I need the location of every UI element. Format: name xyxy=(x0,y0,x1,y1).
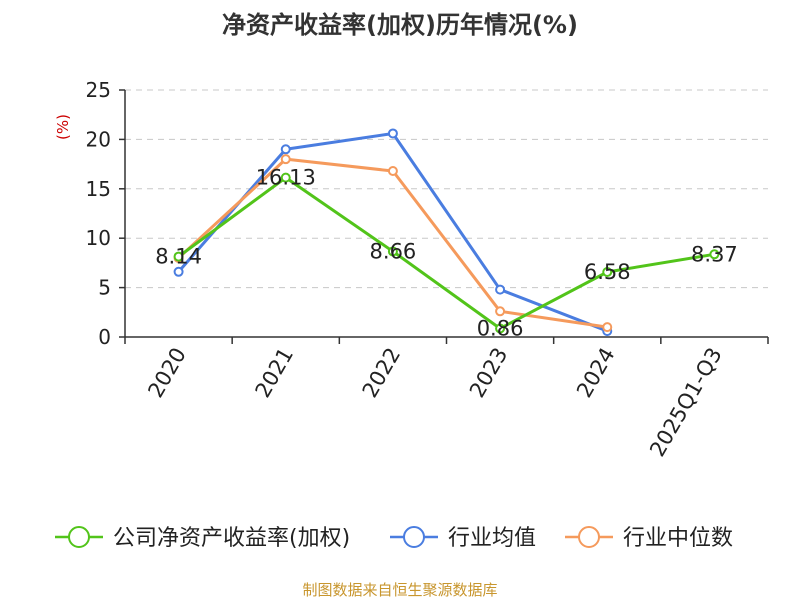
data-label: 16.13 xyxy=(256,166,316,190)
legend-marker xyxy=(403,526,425,548)
series-group xyxy=(173,128,720,337)
legend-item: 行业均值 xyxy=(390,526,536,551)
data-label: 0.86 xyxy=(477,317,524,341)
data-point xyxy=(387,128,398,139)
data-point xyxy=(495,306,506,317)
legend-marker xyxy=(68,526,90,548)
data-point xyxy=(709,249,720,260)
grid-lines xyxy=(125,89,768,289)
y-tick-label: 0 xyxy=(98,325,111,349)
y-tick-label: 5 xyxy=(98,276,111,300)
legend-item: 行业中位数 xyxy=(565,526,733,551)
data-point xyxy=(280,144,291,155)
axes: 0 5 10 15 20 25 2020 2021 2022 2023 2024 2025Q1-Q3 xyxy=(86,78,769,461)
data-point xyxy=(495,284,506,295)
data-labels: 8.14 16.13 8.66 0.86 6.58 8.37 xyxy=(155,166,738,341)
y-tick-label: 25 xyxy=(86,78,111,102)
series-line xyxy=(177,131,608,333)
data-point xyxy=(602,266,613,277)
data-label: 8.37 xyxy=(691,242,738,266)
y-tick-label: 20 xyxy=(86,127,111,151)
x-tick-label: 2021 xyxy=(251,344,299,402)
data-point xyxy=(173,251,184,262)
data-label: 8.66 xyxy=(370,239,417,263)
data-point xyxy=(280,154,291,165)
x-tick-label: 2025Q1-Q3 xyxy=(645,344,727,461)
data-label: 8.14 xyxy=(155,245,202,269)
legend-item: 公司净资产收益率(加权) xyxy=(55,526,350,551)
legend-label: 公司净资产收益率(加权) xyxy=(113,526,350,551)
data-label: 6.58 xyxy=(584,260,631,284)
data-point xyxy=(173,266,184,277)
x-tick-label: 2022 xyxy=(358,344,406,402)
data-point xyxy=(387,166,398,177)
legend-label: 行业均值 xyxy=(448,526,536,551)
x-tick-label: 2020 xyxy=(143,344,191,402)
y-axis-unit-label: (%) xyxy=(54,114,72,140)
data-point xyxy=(387,246,398,257)
source-note: 制图数据来自恒生聚源数据库 xyxy=(302,581,497,599)
legend: 公司净资产收益率(加权) 行业均值 行业中位数 xyxy=(55,526,733,551)
series-line xyxy=(177,176,715,331)
data-point xyxy=(495,323,506,334)
y-tick-label: 15 xyxy=(86,177,111,201)
data-point xyxy=(280,172,291,183)
legend-label: 行业中位数 xyxy=(623,526,733,551)
legend-marker xyxy=(578,526,600,548)
y-tick-label: 10 xyxy=(86,226,111,250)
x-tick-label: 2023 xyxy=(465,344,513,402)
data-point xyxy=(602,322,613,333)
chart-title: 净资产收益率(加权)历年情况(%) xyxy=(222,11,578,39)
x-tick-label: 2024 xyxy=(572,344,620,402)
